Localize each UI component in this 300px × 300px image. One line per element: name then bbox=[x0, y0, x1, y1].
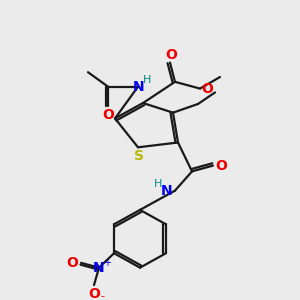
Text: N: N bbox=[133, 80, 145, 94]
Text: -: - bbox=[100, 292, 104, 300]
Text: H: H bbox=[154, 179, 162, 189]
Text: O: O bbox=[215, 159, 227, 172]
Text: O: O bbox=[201, 82, 213, 96]
Text: O: O bbox=[88, 287, 100, 300]
Text: O: O bbox=[102, 108, 114, 122]
Text: N: N bbox=[93, 261, 105, 275]
Text: S: S bbox=[134, 149, 144, 163]
Text: N: N bbox=[161, 184, 173, 198]
Text: H: H bbox=[143, 75, 151, 85]
Text: O: O bbox=[66, 256, 78, 270]
Text: O: O bbox=[165, 48, 177, 62]
Text: +: + bbox=[103, 258, 111, 268]
